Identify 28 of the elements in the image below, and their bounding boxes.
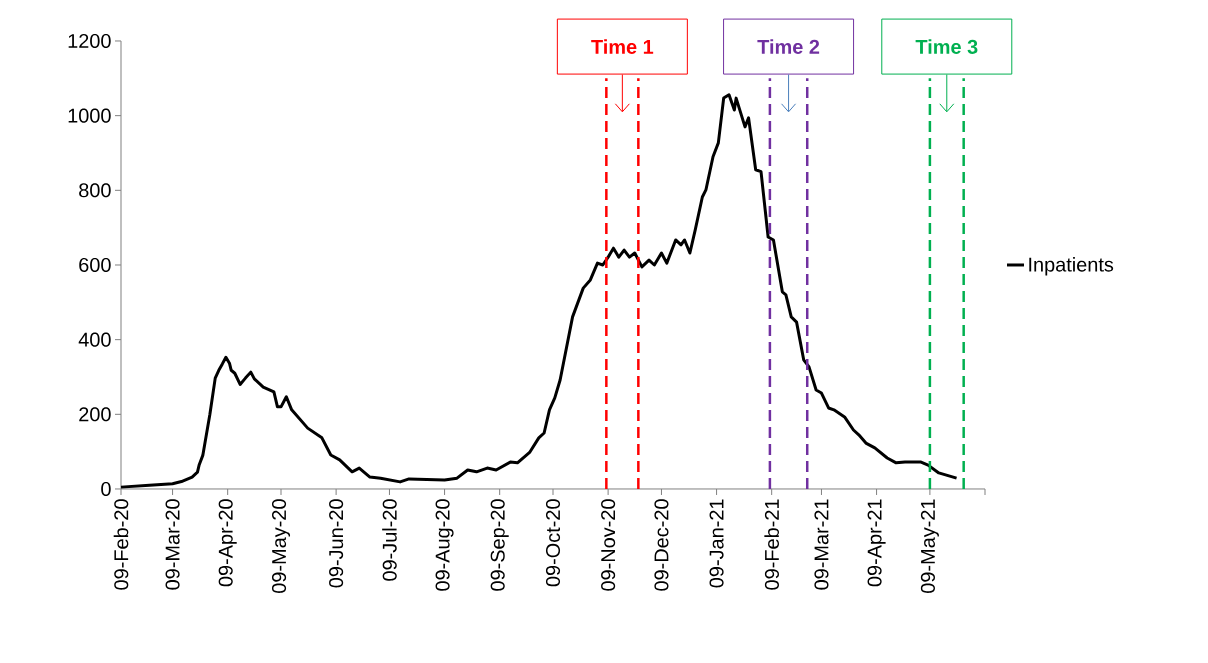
- x-tick-label: 09-Dec-20: [654, 499, 669, 591]
- y-tick-label: 400: [78, 332, 111, 347]
- x-tick-label: 09-Mar-20: [165, 499, 180, 590]
- x-tick-label: 09-Aug-20: [435, 499, 454, 591]
- y-tick-label: 800: [79, 183, 111, 198]
- x-tick-label: 09-May-20: [271, 499, 291, 593]
- x-tick-label: 09-Oct-20: [545, 499, 561, 587]
- x-tick-label: 09-Jan-21: [709, 499, 724, 588]
- x-tick-label: 09-Nov-20: [601, 499, 616, 591]
- x-tick-label: 09-Jun-20: [329, 499, 344, 588]
- x-tick-label: 09-Jul-20: [382, 499, 397, 581]
- x-tick-label: 09-Apr-21: [867, 499, 886, 587]
- annotation: Time 2: [757, 39, 820, 54]
- legend-label: Inpatients: [1029, 257, 1114, 276]
- x-tick-label: 09-Feb-21: [764, 499, 779, 590]
- y-tick-label: 200: [79, 407, 111, 422]
- y-tick-label: 0: [101, 481, 111, 497]
- annotation: Time 3: [915, 39, 978, 54]
- x-tick-label: 09-Sep-20: [490, 499, 509, 591]
- x-tick-label: 09-Feb-20: [113, 499, 129, 590]
- x-tick-label: 09-Mar-21: [814, 499, 829, 590]
- y-tick-label: 1000: [68, 108, 111, 123]
- line-series: [119, 93, 959, 489]
- y-tick-label: 1200: [68, 33, 111, 49]
- annotation: Time 1: [591, 39, 654, 54]
- x-tick-label: 09-May-21: [920, 499, 939, 593]
- x-tick-label: 09-Apr-20: [218, 499, 237, 587]
- y-tick-label: 600: [79, 257, 111, 273]
